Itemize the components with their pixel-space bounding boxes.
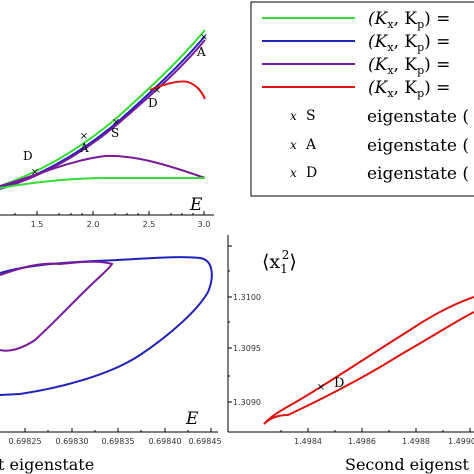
svg-text:D: D	[334, 376, 344, 391]
bl-loop-blue	[0, 256, 213, 396]
svg-text:×: ×	[317, 382, 325, 393]
br-xtick-label: 1.4986	[348, 437, 376, 446]
top-tick-label: 1.5	[31, 220, 44, 229]
br-xtick-label: 1.4988	[402, 437, 430, 446]
svg-text:D: D	[23, 149, 33, 163]
br-xtick-label: 1.4990	[448, 437, 474, 446]
series-purple-lower	[0, 154, 206, 187]
bl-tick-label: 0.69840	[148, 437, 181, 446]
bl-caption: t eigenstate	[0, 455, 94, 474]
top-tick-label: 2.5	[143, 220, 156, 229]
bl-x-ticks	[24, 428, 212, 432]
bl-loop-purple	[0, 260, 114, 352]
svg-text:×: ×	[80, 131, 88, 142]
br-marker-D: × D	[317, 376, 345, 393]
br-y-ticks	[228, 245, 232, 403]
svg-text:(Kx, Kp) =: (Kx, Kp) =	[368, 78, 450, 100]
bl-tick-label: 0.69845	[188, 437, 221, 446]
legend-entry-4: (Kx, Kp) =	[368, 78, 450, 100]
br-ytick-label: 1.3090	[233, 398, 261, 407]
svg-text:eigenstate (: eigenstate (	[367, 107, 469, 127]
svg-text:D: D	[148, 96, 158, 110]
svg-text:×: ×	[31, 167, 39, 178]
legend-entry-D: x D eigenstate (	[290, 164, 469, 184]
br-ytick-label: 1.3100	[233, 293, 261, 302]
svg-text:×: ×	[153, 85, 161, 96]
br-y-axis-label: ⟨x12⟩	[262, 248, 297, 276]
series-green-upper	[0, 29, 206, 187]
bl-tick-label: 0.69835	[101, 437, 134, 446]
top-tick-label: 2.0	[87, 220, 100, 229]
legend: (Kx, Kp) = (Kx, Kp) = (Kx, Kp) = (Kx, Kp…	[250, 1, 474, 197]
svg-text:D: D	[306, 165, 317, 181]
marker-A-2: ×A	[196, 32, 208, 59]
br-x-ticks	[280, 428, 471, 432]
svg-text:(Kx, Kp) =: (Kx, Kp) =	[368, 55, 450, 77]
bl-x-axis-label: E	[185, 409, 199, 429]
series-blue	[0, 35, 206, 189]
marker-D-1: ×D	[23, 149, 39, 178]
svg-text:S: S	[111, 126, 119, 140]
series-purple-upper	[0, 39, 206, 190]
bl-tick-label: 0.69825	[8, 437, 41, 446]
marker-S: ×S	[111, 117, 120, 140]
svg-text:×: ×	[112, 117, 120, 128]
legend-box	[250, 1, 474, 197]
br-caption: Second eigenst	[345, 455, 469, 474]
svg-text:A: A	[79, 141, 89, 155]
legend-entry-1: (Kx, Kp) =	[368, 9, 450, 31]
svg-text:x: x	[290, 138, 297, 152]
top-x-axis-label: E	[189, 195, 203, 215]
legend-entry-3: (Kx, Kp) =	[368, 55, 450, 77]
legend-entry-S: x S eigenstate (	[290, 107, 469, 127]
svg-text:x: x	[290, 166, 297, 180]
top-tick-label: 3.0	[198, 220, 211, 229]
series-red	[149, 80, 206, 100]
svg-text:eigenstate (: eigenstate (	[367, 136, 469, 156]
bottom-right-panel: 1.3090 1.3095 1.3100 1.4984 1.4986 1.498…	[227, 235, 474, 474]
bl-tick-label: 0.69830	[55, 437, 88, 446]
svg-text:×: ×	[200, 32, 208, 43]
svg-text:A: A	[305, 137, 317, 153]
br-loop-lower	[263, 311, 474, 425]
marker-A-1: ×A	[79, 131, 89, 155]
svg-text:S: S	[306, 108, 316, 124]
marker-D-2: ×D	[148, 85, 161, 110]
br-loop-upper	[263, 296, 474, 425]
svg-text:(Kx, Kp) =: (Kx, Kp) =	[368, 32, 450, 54]
top-left-panel: 1.5 2.0 2.5 3.0 E ×D ×A ×S ×D ×A	[0, 29, 214, 229]
bottom-left-panel: 0.69825 0.69830 0.69835 0.69840 0.69845 …	[0, 256, 222, 474]
svg-text:(Kx, Kp) =: (Kx, Kp) =	[368, 9, 450, 31]
br-ytick-label: 1.3095	[233, 344, 261, 353]
svg-text:A: A	[196, 45, 206, 59]
svg-text:x: x	[290, 109, 297, 123]
br-xtick-label: 1.4984	[294, 437, 322, 446]
top-x-ticks	[14, 211, 205, 215]
series-green-lower	[0, 176, 205, 189]
svg-text:eigenstate (: eigenstate (	[367, 164, 469, 184]
legend-entry-A: x A eigenstate (	[290, 136, 469, 156]
legend-entry-2: (Kx, Kp) =	[368, 32, 450, 54]
